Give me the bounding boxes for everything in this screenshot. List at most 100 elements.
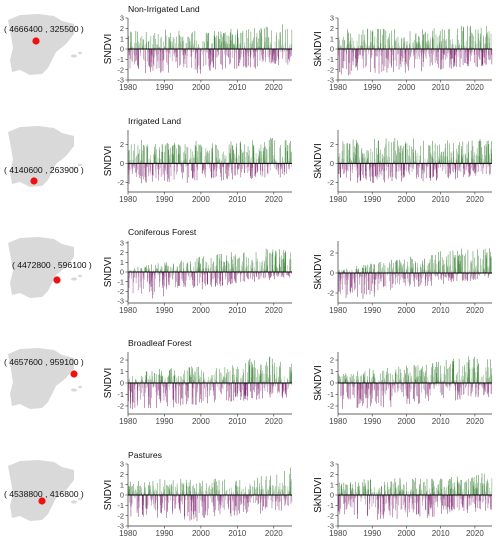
y-tick-label: -3 [117, 76, 124, 85]
y-tick-label: 3 [120, 239, 124, 248]
x-tick-label: 1990 [363, 83, 381, 92]
x-tick-label: 1990 [363, 306, 381, 315]
x-tick-label: 2020 [265, 417, 283, 426]
panel-row: ( 4657600 , 959100 ) Broadleaf Forest 2 1 0 -… [4, 338, 493, 426]
coordinate-label: ( 4666400 , 325500 ) [4, 24, 84, 34]
x-tick-label: 2020 [265, 83, 283, 92]
x-tick-label: 2000 [398, 195, 416, 204]
panel-row: ( 4666400 , 325500 )Non-Irrigated Land32… [4, 4, 493, 92]
x-tick-label: 2000 [398, 306, 416, 315]
y-tick-label: 2 [120, 24, 124, 33]
y-axis-label: SkNDVI [313, 365, 324, 401]
y-tick-label: 0 [330, 379, 334, 388]
y-tick-label: 3 [330, 14, 334, 23]
chart-layer: ( 4666400 , 325500 )Non-Irrigated Land32… [4, 4, 493, 538]
x-tick-label: 1990 [363, 417, 381, 426]
y-axis-label: SkNDVI [313, 254, 324, 290]
panel-title: Non-Irrigated Land [128, 4, 200, 14]
y-tick-label: -2 [117, 65, 124, 74]
x-tick-label: 1990 [156, 306, 174, 315]
x-tick-label: 1980 [329, 306, 347, 315]
map-iberia: ( 4140600 , 263900 ) [4, 126, 84, 187]
y-tick-label: -2 [117, 287, 124, 296]
y-tick-label: 2 [330, 356, 334, 365]
y-tick-label: 2 [330, 249, 334, 258]
y-tick-label: 0 [120, 379, 124, 388]
y-tick-label: 1 [120, 367, 124, 376]
bar-chart: 2 1 0 -1 -2 1980 1990 2000 2010 2020 SkNDVI [313, 352, 493, 426]
location-marker [38, 497, 46, 505]
x-tick-label: 2010 [432, 83, 450, 92]
panel-title: Coniferous Forest [128, 227, 197, 237]
x-tick-label: 2010 [228, 83, 246, 92]
map-iberia: ( 4472800 , 596100 ) [8, 237, 92, 298]
map-iberia: ( 4538800 , 416800 ) [4, 460, 84, 521]
y-axis-label: SNDVI [103, 368, 114, 399]
x-tick-label: 2010 [432, 417, 450, 426]
x-tick-label: 1980 [119, 83, 137, 92]
y-axis-label: SNDVI [103, 257, 114, 288]
coordinate-label: ( 4657600 , 959100 ) [4, 357, 84, 367]
map-iberia: ( 4666400 , 325500 ) [4, 14, 84, 75]
x-tick-label: 1990 [363, 195, 381, 204]
y-tick-label: -1 [117, 55, 124, 64]
x-tick-label: 2000 [192, 83, 210, 92]
y-axis-label: SkNDVI [313, 143, 324, 179]
iberia-shape [8, 126, 74, 187]
x-tick-label: 1980 [119, 306, 137, 315]
x-tick-label: 2010 [228, 306, 246, 315]
island-shape [78, 51, 82, 55]
coordinate-label: ( 4140600 , 263900 ) [4, 165, 84, 175]
island-shape [71, 388, 77, 392]
y-tick-label: 2 [330, 24, 334, 33]
y-tick-label: -3 [327, 76, 334, 85]
x-tick-label: 1990 [156, 195, 174, 204]
bar-chart: 2 0 -2 1980 1990 2000 2010 2020 SkNDVI [313, 241, 493, 315]
x-tick-label: 2020 [265, 195, 283, 204]
y-tick-label: -2 [327, 178, 334, 187]
island-shape [78, 385, 82, 389]
island-shape [78, 497, 82, 501]
x-tick-label: 2010 [228, 417, 246, 426]
x-tick-label: 2000 [398, 83, 416, 92]
y-tick-label: 1 [120, 258, 124, 267]
y-tick-label: 2 [330, 140, 334, 149]
bar-chart: 2 0 -2 1980 1990 2000 2010 2020 SkNDVI [313, 130, 492, 204]
x-tick-label: 1980 [329, 83, 347, 92]
y-tick-label: -1 [117, 277, 124, 286]
x-tick-label: 2000 [192, 306, 210, 315]
location-marker [53, 276, 61, 284]
panel-row: ( 4538800 , 416800 ) Pastures3210-1-2-319… [4, 450, 493, 538]
x-tick-label: 1980 [119, 195, 137, 204]
y-tick-label: 3 [120, 14, 124, 23]
location-marker [30, 177, 38, 185]
panel-row: ( 4472800 , 596100 )Coniferous Forest321… [8, 227, 493, 315]
y-tick-label: 2 [120, 248, 124, 257]
x-tick-label: 2020 [466, 195, 484, 204]
y-tick-label: -2 [327, 402, 334, 411]
x-tick-label: 2020 [466, 417, 484, 426]
x-tick-label: 1980 [119, 417, 137, 426]
coordinate-label: ( 4472800 , 596100 ) [12, 260, 92, 270]
x-tick-label: 1980 [329, 417, 347, 426]
y-tick-label: 0 [120, 159, 124, 168]
bar-chart: 2 1 0 -1 -2 1980 1990 2000 2010 2020 SNDVI [103, 352, 293, 426]
x-tick-label: 2010 [228, 195, 246, 204]
x-tick-label: 2000 [398, 417, 416, 426]
y-tick-label: 2 [120, 140, 124, 149]
y-tick-label: -2 [117, 178, 124, 187]
y-tick-label: 1 [330, 34, 334, 43]
x-tick-label: 2020 [466, 83, 484, 92]
panel-row: ( 4140600 , 263900 ) Irrigated Land 2 0 -2 19… [4, 116, 492, 204]
y-axis-label: SNDVI [103, 34, 114, 65]
y-axis-label: SNDVI [103, 146, 114, 177]
y-tick-label: 0 [330, 159, 334, 168]
island-shape [71, 54, 77, 58]
map-iberia: ( 4657600 , 959100 ) [4, 348, 84, 409]
y-tick-label: -1 [327, 390, 334, 399]
